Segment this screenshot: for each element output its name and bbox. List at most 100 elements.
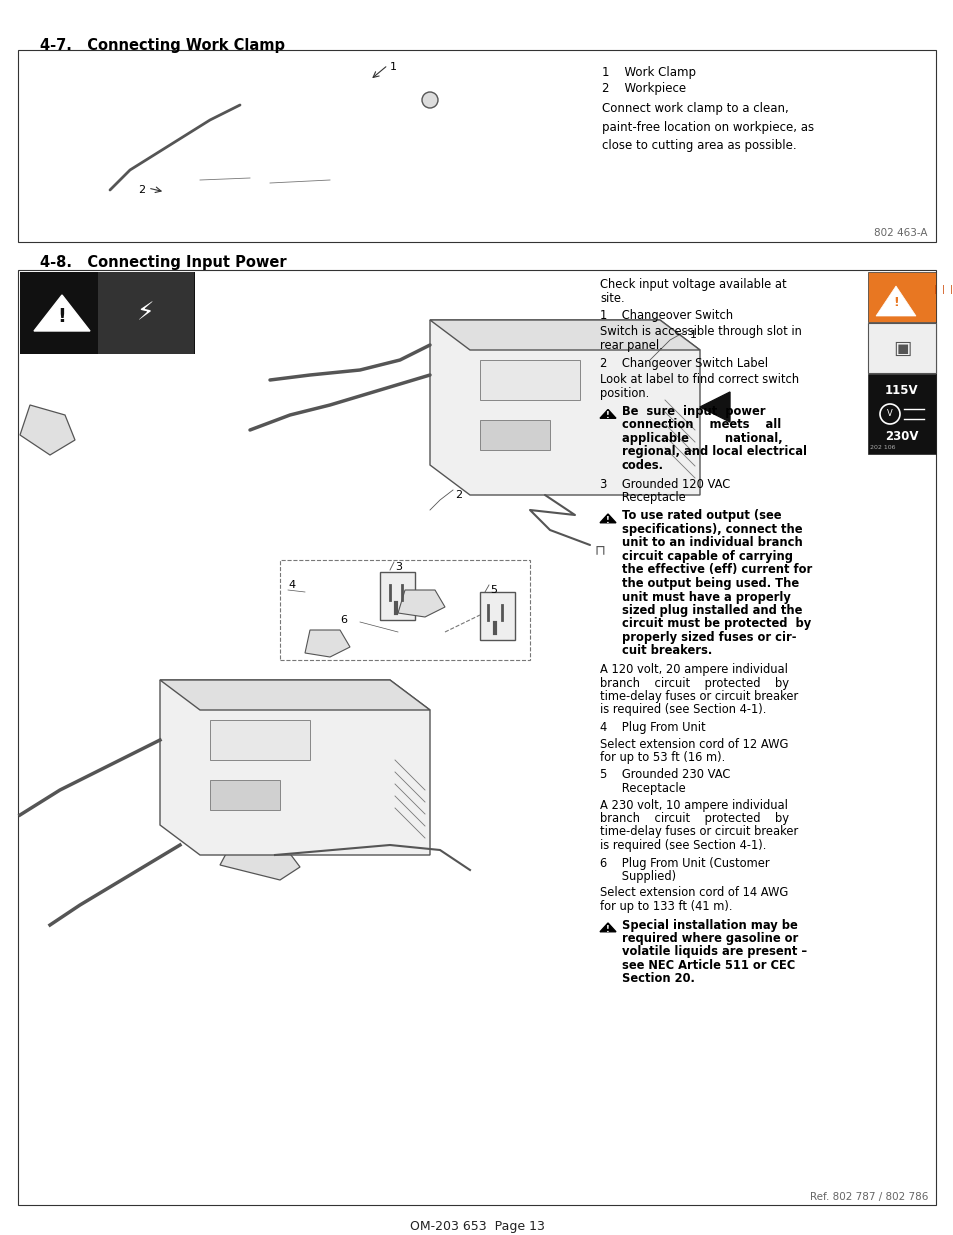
Bar	[479, 592, 515, 640]
Text: connection    meets    all: connection meets all	[621, 419, 781, 431]
Text: To use rated output (see: To use rated output (see	[621, 510, 781, 522]
Text: unit must have a properly: unit must have a properly	[621, 590, 790, 604]
Text: circuit capable of carrying: circuit capable of carrying	[621, 550, 792, 563]
Text: Be  sure  input  power: Be sure input power	[621, 405, 764, 417]
Text: 1: 1	[689, 330, 697, 340]
Text: time-delay fuses or circuit breaker: time-delay fuses or circuit breaker	[599, 690, 798, 703]
Text: circuit must be protected  by: circuit must be protected by	[621, 618, 810, 631]
Text: !: !	[605, 411, 609, 420]
Bar	[867, 374, 935, 454]
Bar	[210, 781, 280, 810]
Bar	[867, 324, 935, 373]
Bar	[18, 270, 935, 1205]
Text: 4    Plug From Unit: 4 Plug From Unit	[599, 721, 705, 734]
Text: Receptacle: Receptacle	[599, 492, 685, 504]
Polygon shape	[138, 1016, 419, 1077]
Text: rear panel.: rear panel.	[599, 338, 662, 352]
Text: |: |	[948, 285, 951, 294]
Text: the effective (eff) current for: the effective (eff) current for	[621, 563, 811, 577]
Text: 2    Changeover Switch Label: 2 Changeover Switch Label	[599, 357, 767, 369]
Text: Section 20.: Section 20.	[621, 972, 694, 986]
Text: ⊓: ⊓	[594, 543, 605, 557]
Text: !: !	[605, 516, 609, 525]
Text: specifications), connect the: specifications), connect the	[621, 522, 801, 536]
Polygon shape	[280, 1002, 319, 1016]
Text: site.: site.	[599, 291, 624, 305]
Bar	[210, 720, 310, 760]
Text: branch    circuit    protected    by: branch circuit protected by	[599, 811, 788, 825]
Polygon shape	[160, 680, 430, 710]
Polygon shape	[397, 590, 444, 618]
Text: Connect work clamp to a clean,
paint-free location on workpiece, as
close to cut: Connect work clamp to a clean, paint-fre…	[601, 103, 813, 152]
Text: 6: 6	[339, 615, 347, 625]
Text: 4-7.   Connecting Work Clamp: 4-7. Connecting Work Clamp	[40, 38, 285, 53]
Text: 202 106: 202 106	[869, 445, 895, 450]
Text: see NEC Article 511 or CEC: see NEC Article 511 or CEC	[621, 960, 795, 972]
Polygon shape	[305, 630, 350, 657]
Text: 2: 2	[455, 490, 461, 500]
Text: 4-8.   Connecting Input Power: 4-8. Connecting Input Power	[40, 254, 286, 270]
Polygon shape	[160, 680, 430, 855]
Text: 3    Grounded 120 VAC: 3 Grounded 120 VAC	[599, 478, 729, 490]
Text: Select extension cord of 12 AWG: Select extension cord of 12 AWG	[599, 737, 787, 751]
Polygon shape	[599, 410, 616, 419]
Polygon shape	[430, 320, 700, 495]
Polygon shape	[220, 837, 299, 881]
Bar	[479, 359, 579, 400]
Text: cuit breakers.: cuit breakers.	[621, 645, 712, 657]
Text: for up to 133 ft (41 m).: for up to 133 ft (41 m).	[599, 900, 732, 913]
Text: 2: 2	[138, 185, 145, 195]
Text: applicable         national,: applicable national,	[621, 432, 781, 445]
Text: Receptacle: Receptacle	[599, 782, 685, 795]
Text: is required (see Section 4-1).: is required (see Section 4-1).	[599, 704, 765, 716]
Circle shape	[421, 91, 437, 107]
Polygon shape	[194, 795, 270, 832]
Bar	[20, 272, 194, 354]
Text: for up to 53 ft (16 m).: for up to 53 ft (16 m).	[599, 751, 724, 764]
Text: branch    circuit    protected    by: branch circuit protected by	[599, 677, 788, 689]
Text: Switch is accessible through slot in: Switch is accessible through slot in	[599, 326, 801, 338]
Text: Select extension cord of 14 AWG: Select extension cord of 14 AWG	[599, 887, 787, 899]
Text: 1    Work Clamp: 1 Work Clamp	[601, 65, 696, 79]
Text: 2    Workpiece: 2 Workpiece	[601, 82, 685, 95]
Bar	[98, 272, 193, 354]
Bar	[280, 559, 530, 659]
Text: A 120 volt, 20 ampere individual: A 120 volt, 20 ampere individual	[599, 663, 787, 676]
Bar	[18, 49, 935, 242]
Text: Supplied): Supplied)	[599, 869, 676, 883]
Text: Look at label to find correct switch: Look at label to find correct switch	[599, 373, 799, 387]
Text: required where gasoline or: required where gasoline or	[621, 932, 798, 945]
Text: Ref. 802 787 / 802 786: Ref. 802 787 / 802 786	[809, 1192, 927, 1202]
Text: |: |	[933, 285, 936, 294]
Text: codes.: codes.	[621, 459, 663, 472]
Text: Check input voltage available at: Check input voltage available at	[599, 278, 786, 291]
Text: 802 463-A: 802 463-A	[874, 228, 927, 238]
Text: A 230 volt, 10 ampere individual: A 230 volt, 10 ampere individual	[599, 799, 787, 811]
Text: properly sized fuses or cir-: properly sized fuses or cir-	[621, 631, 796, 643]
Text: !: !	[57, 308, 67, 326]
Text: ▣: ▣	[892, 338, 910, 357]
Text: 4: 4	[288, 580, 294, 590]
Text: Special installation may be: Special installation may be	[621, 919, 797, 931]
Text: OM-203 653  Page 13: OM-203 653 Page 13	[409, 1220, 544, 1233]
Bar	[867, 272, 935, 322]
Polygon shape	[200, 1005, 240, 1020]
Text: |: |	[941, 285, 943, 294]
Text: 1: 1	[390, 62, 396, 72]
Bar	[479, 420, 550, 450]
Text: time-delay fuses or circuit breaker: time-delay fuses or circuit breaker	[599, 825, 798, 839]
Bar	[379, 572, 415, 620]
Text: 5: 5	[490, 585, 497, 595]
Polygon shape	[700, 391, 729, 422]
Text: unit to an individual branch: unit to an individual branch	[621, 536, 801, 550]
Text: 230V: 230V	[884, 430, 918, 442]
Text: 115V: 115V	[884, 384, 918, 396]
Text: volatile liquids are present –: volatile liquids are present –	[621, 946, 806, 958]
Text: is required (see Section 4-1).: is required (see Section 4-1).	[599, 839, 765, 852]
Text: 3: 3	[395, 562, 401, 572]
Polygon shape	[599, 923, 616, 931]
Text: !: !	[605, 925, 609, 934]
Polygon shape	[34, 295, 90, 331]
Text: sized plug installed and the: sized plug installed and the	[621, 604, 801, 618]
Text: 6    Plug From Unit (Customer: 6 Plug From Unit (Customer	[599, 857, 769, 869]
